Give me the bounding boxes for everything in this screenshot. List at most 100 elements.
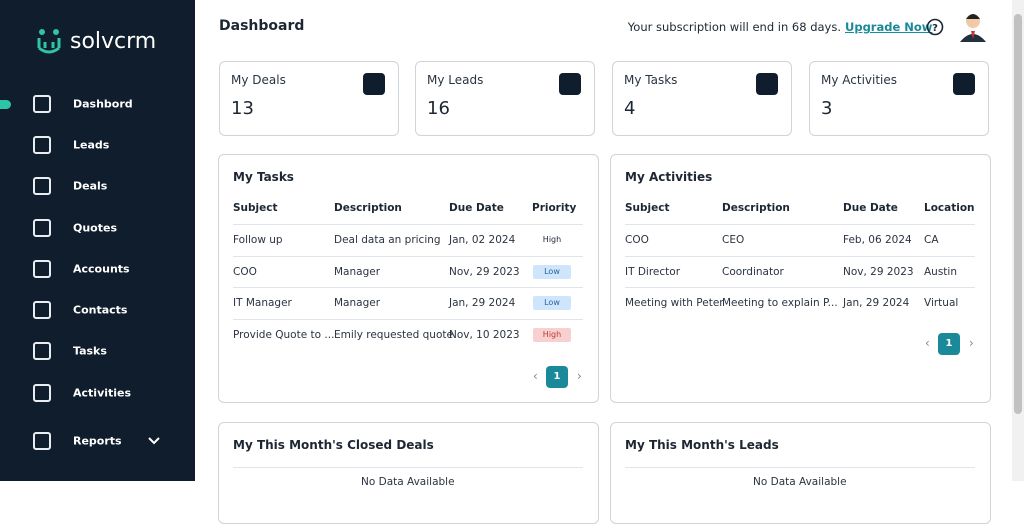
page-title: Dashboard bbox=[219, 18, 305, 34]
nav-icon bbox=[33, 260, 51, 278]
panel-title: My Tasks bbox=[233, 170, 294, 184]
cell: Jan, 29 2024 bbox=[843, 297, 910, 309]
stat-value: 4 bbox=[624, 98, 636, 119]
nav-icon bbox=[33, 177, 51, 195]
nav-item[interactable]: Dashbord bbox=[73, 97, 133, 111]
nav-icon bbox=[33, 95, 51, 113]
panel-title: My This Month's Leads bbox=[625, 438, 779, 452]
empty-message: No Data Available bbox=[361, 476, 455, 488]
cell: CEO bbox=[722, 234, 745, 246]
nav-icon bbox=[33, 432, 51, 450]
nav-icon bbox=[33, 342, 51, 360]
cell: Manager bbox=[334, 265, 381, 278]
priority-badge: High bbox=[533, 233, 571, 247]
cell: IT Manager bbox=[233, 297, 292, 309]
cell: Emily requested quote bbox=[334, 328, 453, 341]
stat-label: My Leads bbox=[427, 73, 484, 87]
cell: Nov, 29 2023 bbox=[449, 265, 520, 278]
row-divider bbox=[233, 318, 583, 320]
column-header: Description bbox=[722, 202, 790, 214]
cell: Nov, 10 2023 bbox=[449, 328, 520, 341]
column-header: Due Date bbox=[843, 202, 898, 214]
nav-item[interactable]: Activities bbox=[73, 386, 132, 400]
upgrade-link[interactable]: Upgrade Now bbox=[845, 20, 933, 34]
nav-item[interactable]: Contacts bbox=[73, 303, 128, 317]
nav-icon bbox=[33, 219, 51, 237]
stat-value: 13 bbox=[231, 98, 254, 119]
cell: Follow up bbox=[233, 234, 283, 246]
cell: CA bbox=[924, 234, 939, 246]
nav-item[interactable]: Deals bbox=[73, 179, 108, 193]
column-header: Priority bbox=[532, 202, 577, 214]
priority-badge: High bbox=[533, 327, 571, 342]
stat-icon bbox=[559, 73, 581, 95]
prev-page[interactable]: ‹ bbox=[925, 336, 930, 350]
stat-icon bbox=[756, 73, 778, 95]
cell: COO bbox=[625, 234, 649, 246]
next-page[interactable]: › bbox=[969, 336, 974, 350]
row-divider bbox=[233, 255, 583, 257]
cell: Coordinator bbox=[722, 265, 784, 278]
stat-value: 3 bbox=[821, 98, 833, 119]
cell: Deal data an pricing bbox=[334, 234, 441, 246]
cell: Manager bbox=[334, 297, 381, 309]
cell: Meeting to explain P... bbox=[722, 297, 838, 309]
cell: Virtual bbox=[924, 297, 959, 309]
chevron-down bbox=[148, 437, 160, 445]
prev-page[interactable]: ‹ bbox=[533, 369, 538, 383]
stat-label: My Deals bbox=[231, 73, 286, 87]
cell: Meeting with Peter bbox=[625, 297, 724, 309]
nav-item[interactable]: Tasks bbox=[73, 344, 107, 358]
stat-value: 16 bbox=[427, 98, 450, 119]
cell: Jan, 29 2024 bbox=[449, 297, 516, 309]
panel-title: My This Month's Closed Deals bbox=[233, 438, 434, 452]
stat-icon bbox=[953, 73, 975, 95]
column-header: Subject bbox=[625, 202, 670, 214]
priority-badge: Low bbox=[533, 296, 571, 310]
logo-icon bbox=[37, 29, 61, 54]
column-header: Location bbox=[924, 202, 975, 214]
stat-label: My Activities bbox=[821, 73, 898, 87]
row-divider bbox=[625, 287, 975, 288]
priority-badge: Low bbox=[533, 264, 571, 279]
divider bbox=[625, 467, 975, 468]
cell: COO bbox=[233, 265, 257, 278]
page-button[interactable]: 1 bbox=[938, 333, 960, 355]
cell: Feb, 06 2024 bbox=[843, 234, 912, 246]
nav-item[interactable]: Leads bbox=[73, 138, 110, 152]
column-header: Description bbox=[334, 202, 402, 214]
cell: Austin bbox=[924, 265, 957, 278]
next-page[interactable]: › bbox=[577, 369, 582, 383]
nav-item[interactable]: Reports bbox=[73, 434, 122, 448]
sidebar: solvcrm Dashbord Leads Deals Quotes Accounts… bbox=[0, 0, 195, 481]
row-divider bbox=[625, 255, 975, 257]
row-divider bbox=[233, 224, 583, 225]
column-header: Due Date bbox=[449, 202, 504, 214]
panel bbox=[610, 154, 991, 403]
divider bbox=[233, 467, 583, 468]
row-divider bbox=[625, 224, 975, 225]
nav-item[interactable]: Quotes bbox=[73, 221, 118, 235]
scrollbar[interactable] bbox=[1012, 0, 1024, 481]
panel bbox=[218, 154, 599, 403]
cell: Provide Quote to ... bbox=[233, 328, 335, 341]
nav-icon bbox=[33, 301, 51, 319]
empty-message: No Data Available bbox=[753, 476, 847, 488]
stat-label: My Tasks bbox=[624, 73, 678, 87]
svg-text:?: ? bbox=[932, 23, 938, 34]
active-indicator bbox=[0, 100, 11, 109]
avatar[interactable] bbox=[958, 10, 988, 42]
cell: IT Director bbox=[625, 265, 681, 278]
column-header: Subject bbox=[233, 202, 278, 214]
nav-icon bbox=[33, 136, 51, 154]
nav-icon bbox=[33, 384, 51, 402]
page-button[interactable]: 1 bbox=[546, 366, 568, 388]
nav-item[interactable]: Accounts bbox=[73, 262, 130, 276]
help-icon[interactable]: ? bbox=[926, 18, 944, 36]
cell: Nov, 29 2023 bbox=[843, 265, 914, 278]
subscription-text: Your subscription will end in 68 days. bbox=[627, 20, 841, 34]
row-divider bbox=[233, 287, 583, 288]
stat-icon bbox=[363, 73, 385, 95]
logo-text: solvcrm bbox=[70, 29, 157, 54]
